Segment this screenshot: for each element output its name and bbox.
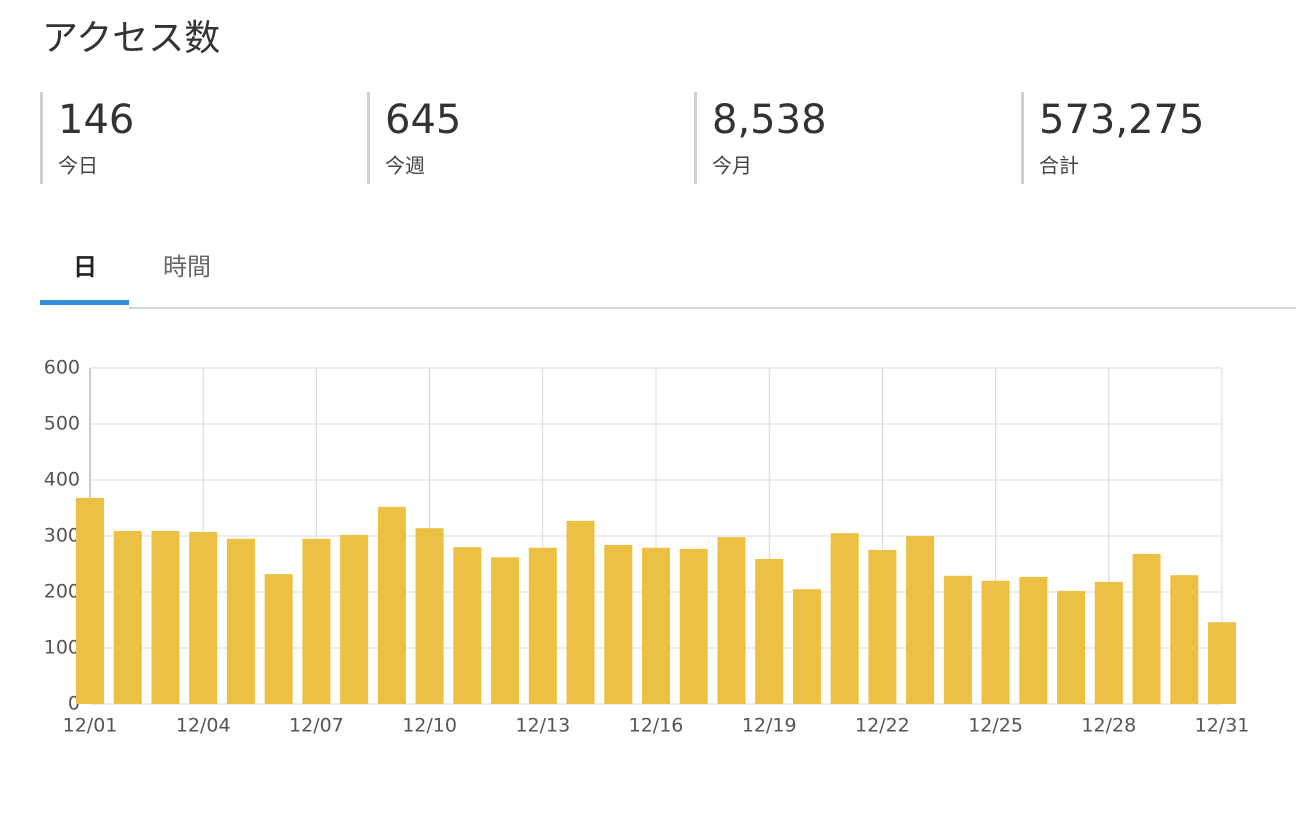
bar [717,537,746,704]
tab-divider [129,307,1296,309]
bar [528,547,557,704]
stat-value: 8,538 [712,97,827,143]
stat-value: 573,275 [1039,97,1204,143]
x-tick-label: 12/10 [402,715,457,737]
bar [1057,590,1086,704]
bar [377,506,406,704]
y-tick-label: 300 [44,525,80,547]
stat-divider [40,92,43,184]
stat-label: 今週 [385,154,425,178]
x-tick-label: 12/22 [855,715,910,737]
bar [642,547,670,704]
x-tick-label: 12/07 [289,715,344,737]
stat-label: 合計 [1039,154,1079,178]
x-tick-label: 12/04 [176,715,231,737]
x-tick-label: 12/19 [742,715,797,737]
y-tick-label: 600 [44,357,80,379]
tab[interactable]: 日 [73,253,97,281]
tab[interactable]: 時間 [163,253,211,281]
y-tick-label: 200 [44,581,80,603]
bar [302,538,331,704]
x-tick-label: 12/01 [63,715,118,737]
bar [981,580,1010,704]
bar [906,536,935,704]
x-tick-label: 12/25 [968,715,1023,737]
x-tick-label: 12/16 [629,715,684,737]
stat-value: 645 [385,97,461,143]
bar [792,589,821,704]
y-tick-label: 400 [44,469,80,491]
y-tick-label: 100 [44,637,80,659]
bar [1208,622,1236,704]
bar [264,574,293,704]
bar [943,575,972,704]
bar [1170,575,1199,704]
stat-divider [1021,92,1024,184]
bar [415,528,444,704]
stat-divider [367,92,370,184]
bar [189,532,218,704]
bar [113,530,142,704]
bar [604,544,633,704]
bar [226,538,255,704]
bar [340,534,369,704]
stat-label: 今日 [58,154,98,178]
bar [755,558,784,704]
bar [868,550,897,704]
y-tick-label: 500 [44,413,80,435]
x-tick-label: 12/13 [515,715,570,737]
bar [830,533,859,704]
x-tick-label: 12/31 [1195,715,1250,737]
stat-value: 146 [58,97,134,143]
bar [679,548,708,704]
stat-divider [694,92,697,184]
bar [151,530,180,704]
bar [1019,576,1048,704]
bar [566,520,595,704]
bar [453,547,482,704]
tab-indicator [40,300,129,305]
bar [1094,581,1123,704]
bar [1132,553,1161,704]
bar [491,557,520,704]
bar [76,497,104,704]
title: アクセス数 [42,18,220,59]
x-tick-label: 12/28 [1081,715,1136,737]
stat-label: 今月 [712,154,752,178]
